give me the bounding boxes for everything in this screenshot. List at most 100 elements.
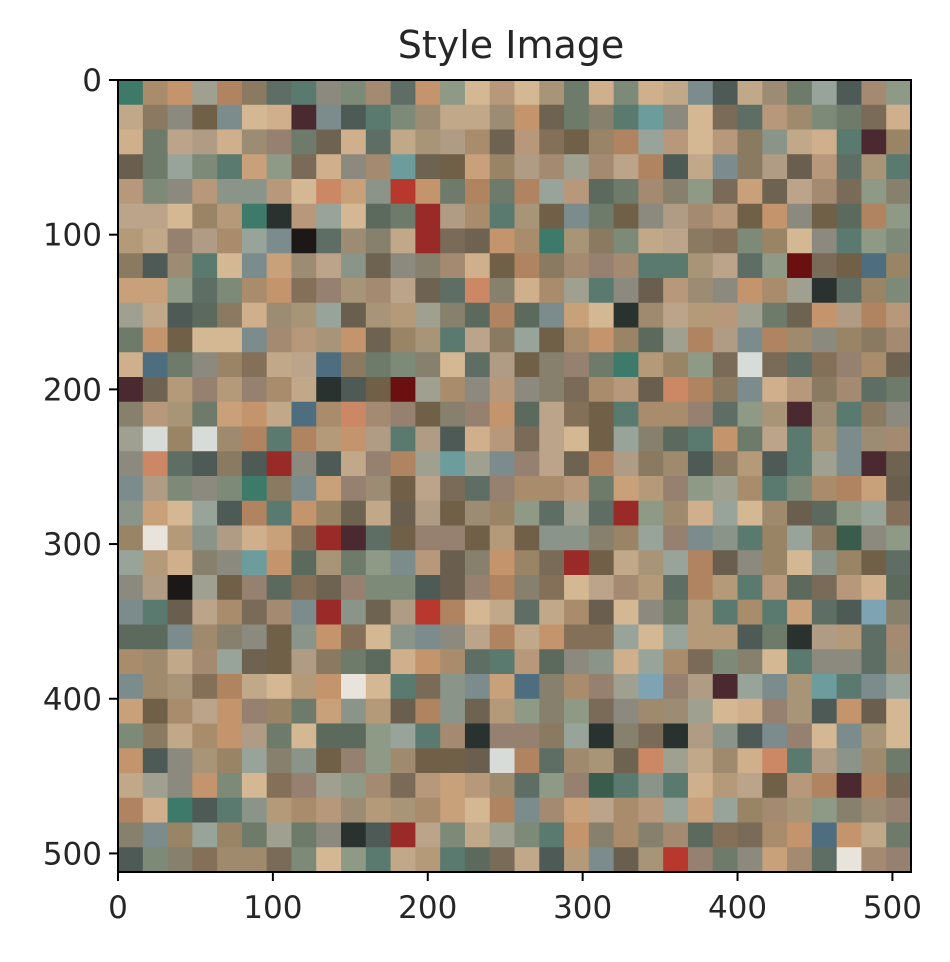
image-patch: [762, 550, 788, 576]
image-patch: [390, 253, 416, 279]
image-patch: [167, 352, 193, 378]
image-patch: [588, 278, 615, 304]
image-patch: [291, 327, 317, 353]
image-patch: [341, 377, 367, 403]
image-patch: [712, 352, 739, 378]
image-patch: [712, 253, 739, 279]
image-patch: [886, 847, 912, 873]
image-patch: [787, 352, 813, 378]
image-patch: [638, 797, 664, 824]
image-patch: [440, 203, 466, 230]
image-patch: [316, 302, 342, 329]
image-patch: [291, 698, 317, 725]
image-patch: [142, 451, 169, 477]
image-patch: [638, 352, 664, 378]
image-patch: [613, 104, 640, 131]
image-patch: [118, 698, 144, 725]
image-patch: [217, 674, 243, 700]
image-patch: [737, 327, 763, 353]
image-patch: [118, 401, 144, 428]
image-patch: [613, 377, 640, 403]
image-patch: [811, 500, 838, 527]
image-patch: [341, 80, 367, 106]
image-patch: [316, 649, 342, 675]
image-patch: [638, 599, 664, 626]
image-patch: [613, 599, 640, 626]
image-patch: [588, 847, 615, 873]
image-patch: [811, 748, 838, 774]
image-patch: [787, 575, 813, 601]
image-patch: [341, 550, 367, 576]
image-patch: [737, 550, 763, 576]
image-patch: [415, 797, 441, 824]
image-patch: [886, 203, 912, 230]
image-patch: [811, 352, 838, 378]
image-patch: [241, 426, 268, 452]
plot-frame: [117, 79, 912, 873]
image-patch: [564, 302, 590, 329]
image-patch: [514, 476, 540, 502]
image-patch: [861, 302, 887, 329]
image-patch: [241, 500, 268, 527]
image-patch: [861, 228, 887, 254]
image-patch: [539, 550, 565, 576]
image-patch: [687, 649, 714, 675]
image-patch: [613, 575, 640, 601]
image-patch: [861, 104, 887, 131]
image-patch: [836, 179, 863, 205]
image-patch: [737, 822, 763, 848]
image-patch: [167, 674, 193, 700]
image-patch: [489, 203, 516, 230]
image-patch: [539, 278, 565, 304]
image-patch: [861, 500, 887, 527]
image-patch: [365, 674, 392, 700]
image-patch: [440, 129, 466, 155]
image-patch: [167, 80, 193, 106]
image-patch: [440, 624, 466, 650]
image-patch: [588, 550, 615, 576]
image-patch: [118, 525, 144, 551]
image-patch: [266, 773, 293, 799]
image-patch: [341, 525, 367, 551]
image-patch: [861, 451, 887, 477]
image-patch: [811, 822, 838, 848]
image-patch: [588, 476, 615, 502]
image-patch: [291, 154, 317, 180]
image-patch: [440, 228, 466, 254]
image-patch: [489, 302, 516, 329]
image-patch: [613, 253, 640, 279]
image-patch: [464, 129, 491, 155]
image-patch: [836, 426, 863, 452]
image-patch: [687, 129, 714, 155]
image-patch: [118, 773, 144, 799]
image-patch: [663, 451, 689, 477]
image-patch: [787, 748, 813, 774]
image-patch: [142, 822, 169, 848]
image-patch: [811, 847, 838, 873]
image-patch: [241, 203, 268, 230]
image-patch: [712, 203, 739, 230]
image-patch: [365, 203, 392, 230]
image-patch: [142, 847, 169, 873]
image-patch: [687, 500, 714, 527]
image-patch: [836, 451, 863, 477]
image-patch: [341, 401, 367, 428]
image-patch: [440, 674, 466, 700]
image-patch: [811, 327, 838, 353]
image-patch: [316, 327, 342, 353]
image-patch: [241, 674, 268, 700]
image-patch: [365, 327, 392, 353]
image-patch: [415, 575, 441, 601]
image-patch: [341, 500, 367, 527]
image-patch: [613, 624, 640, 650]
image-patch: [514, 822, 540, 848]
image-patch: [762, 674, 788, 700]
image-patch: [663, 253, 689, 279]
image-patch: [737, 253, 763, 279]
image-patch: [266, 426, 293, 452]
image-patch: [687, 476, 714, 502]
image-patch: [464, 575, 491, 601]
image-patch: [489, 847, 516, 873]
image-patch: [291, 500, 317, 527]
image-patch: [415, 104, 441, 131]
